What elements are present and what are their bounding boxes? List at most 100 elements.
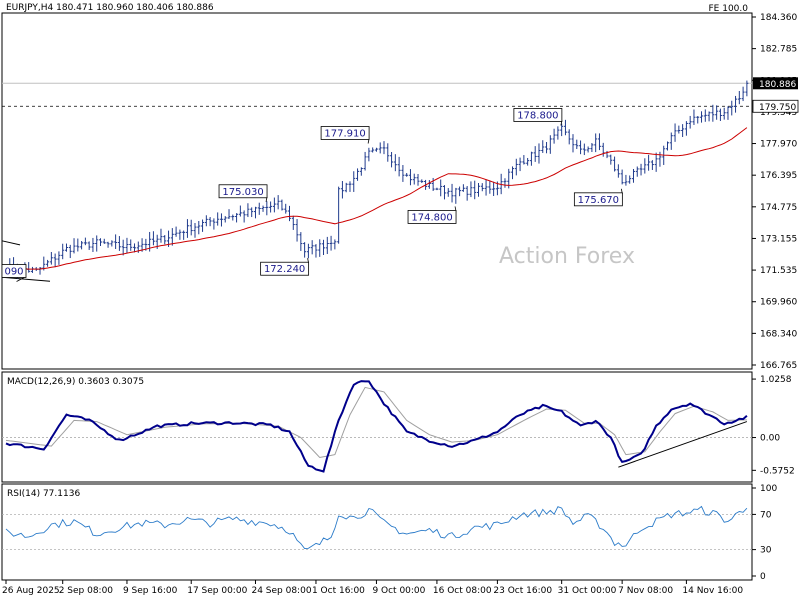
price-bar xyxy=(624,174,628,186)
time-axis-label: 9 Oct 00:00 xyxy=(372,586,425,596)
level-label: 177.910 xyxy=(324,129,365,140)
price-bar xyxy=(91,237,95,252)
price-bar xyxy=(416,173,420,186)
price-bar xyxy=(450,183,454,203)
price-bar xyxy=(235,213,239,223)
price-bar xyxy=(526,157,530,166)
level-label: 175.030 xyxy=(222,187,263,198)
price-bar xyxy=(696,116,700,124)
price-bar xyxy=(216,212,220,226)
level-label-box xyxy=(218,184,268,199)
time-axis-label: 17 Sep 00:00 xyxy=(187,586,247,596)
price-bar xyxy=(666,141,669,151)
price-bar xyxy=(654,152,658,172)
price-bar xyxy=(393,154,397,172)
price-bar xyxy=(182,230,186,240)
price-bar xyxy=(80,241,84,250)
price-axis-label: 173.155 xyxy=(760,234,797,244)
price-bar xyxy=(616,164,620,178)
price-bar xyxy=(556,126,560,140)
price-bar xyxy=(352,171,356,192)
price-bar xyxy=(541,140,545,153)
level-label: 175.670 xyxy=(578,195,619,206)
price-bar xyxy=(299,232,303,251)
price-bar xyxy=(250,207,254,218)
price-bar xyxy=(533,146,537,162)
price-layer: 090 175.030 172.240 177.910 174.800 178.800 17… xyxy=(1,80,752,282)
macd-pane-frame xyxy=(1,371,753,483)
rsi-axis-label: 0 xyxy=(760,572,766,582)
level-label: 178.800 xyxy=(517,110,558,121)
price-bar xyxy=(337,186,341,244)
watermark: Action Forex xyxy=(499,244,635,269)
rsi-line xyxy=(5,505,748,549)
rsi-pane-frame xyxy=(1,483,753,581)
time-axis-label: 23 Oct 16:00 xyxy=(493,586,552,596)
price-bar xyxy=(609,154,613,165)
price-bar xyxy=(151,231,155,246)
price-bar xyxy=(529,151,533,166)
price-bar xyxy=(492,181,496,197)
macd-layer xyxy=(2,380,752,473)
price-bar xyxy=(431,177,435,191)
price-bar xyxy=(390,151,394,168)
price-bar xyxy=(579,140,583,155)
price-bar xyxy=(359,167,363,176)
price-bar xyxy=(458,186,462,197)
price-bar xyxy=(219,213,223,227)
symbol-info: EURJPY,H4 180.471 180.960 180.406 180.88… xyxy=(6,3,214,13)
macd-title: MACD(12,26,9) 0.3603 0.3075 xyxy=(7,377,144,387)
price-bar xyxy=(681,124,685,137)
price-bar xyxy=(49,252,53,265)
price-bar xyxy=(356,168,360,181)
level-label-box xyxy=(260,261,310,276)
macd-axis-label: 0.00 xyxy=(760,434,780,444)
price-pane-frame xyxy=(1,12,753,370)
price-bar xyxy=(46,259,50,267)
price-bar xyxy=(442,185,446,200)
macd-axis-label: 1.0258 xyxy=(760,375,792,385)
price-bar xyxy=(435,187,439,191)
time-axis-label: 31 Oct 00:00 xyxy=(558,586,617,596)
price-bar xyxy=(57,251,61,265)
price-bar xyxy=(276,195,280,210)
price-bar xyxy=(446,188,450,197)
time-axis-label: 24 Sep 08:00 xyxy=(251,586,311,596)
price-axis-label: 174.775 xyxy=(760,203,797,213)
price-bar xyxy=(329,235,333,251)
price-bar xyxy=(405,173,409,177)
price-bar xyxy=(129,239,133,251)
left-trendline-upper xyxy=(1,240,21,246)
level-label: 172.240 xyxy=(264,264,305,275)
price-bar xyxy=(397,156,401,177)
price-bar xyxy=(231,214,235,221)
price-bar xyxy=(223,216,227,223)
price-bar xyxy=(734,95,738,113)
price-bar xyxy=(99,238,102,246)
level-label-box xyxy=(1,264,27,278)
price-axis-label: 166.765 xyxy=(760,361,797,371)
price-bar xyxy=(401,165,405,182)
price-bar xyxy=(688,115,692,129)
price-bar xyxy=(87,241,91,250)
price-bar xyxy=(261,205,265,212)
level-label-box xyxy=(407,210,457,224)
price-bar xyxy=(106,241,110,248)
price-bar xyxy=(548,135,552,154)
price-bar xyxy=(684,121,688,136)
price-bar xyxy=(378,142,382,154)
corner-label: FE 100.0 xyxy=(709,4,749,14)
price-bar xyxy=(465,186,469,201)
rsi-layer xyxy=(2,505,752,550)
price-bar xyxy=(650,160,654,170)
price-bar xyxy=(170,228,174,246)
price-bar xyxy=(575,139,579,149)
price-bar xyxy=(284,203,288,214)
price-bar xyxy=(537,143,541,164)
price-bar xyxy=(325,236,329,255)
price-bar xyxy=(280,199,284,211)
price-bar xyxy=(114,234,118,250)
price-bar xyxy=(620,169,624,185)
price-bar xyxy=(631,168,635,183)
